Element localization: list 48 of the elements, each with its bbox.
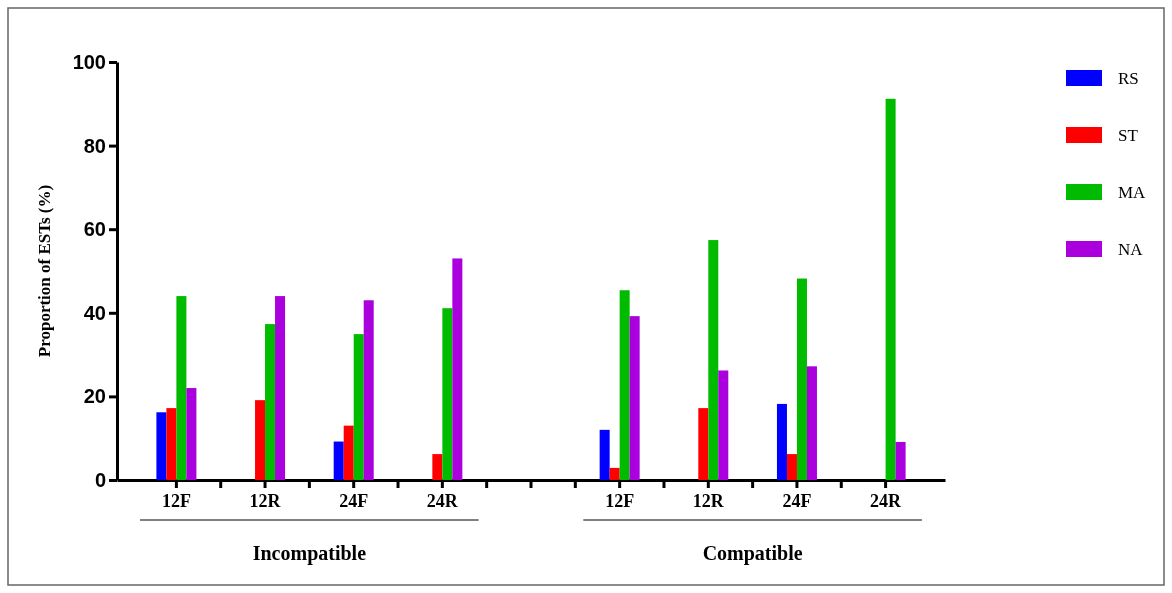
bar [599,429,610,480]
x-tick-label: 12F [605,491,635,512]
bar [343,425,354,480]
x-tick-label: 12F [161,491,191,512]
text: Incompatible [252,542,367,565]
bar [166,408,177,480]
bar [186,388,197,480]
legend-label: MA [1118,183,1147,202]
bar [176,296,187,480]
bar [363,300,374,480]
bar [718,370,729,480]
bar [255,400,266,480]
bar [609,467,620,480]
legend-label: ST [1118,126,1139,145]
y-tick-label: 20 [83,385,106,408]
legend-label: RS [1118,69,1139,88]
bar [708,240,719,480]
x-tick-label: 24F [782,491,812,512]
y-axis-title: Proportion of ESTs (%) [35,184,54,358]
bar [156,412,167,480]
bar [442,308,453,480]
bar [629,316,640,480]
bar [895,441,906,480]
bar [432,454,443,480]
x-tick-label: 24R [870,491,903,512]
x-tick-label: 12R [692,491,725,512]
bar [806,366,817,480]
bar [353,334,364,480]
bar [698,408,709,480]
bar [265,324,276,480]
bar [796,278,807,480]
x-tick-label: 12R [249,491,282,512]
bar [619,290,630,480]
bar [452,258,463,480]
y-tick-label: 80 [83,134,106,157]
bar [776,403,787,480]
y-tick-label: 60 [83,218,106,241]
bar [275,296,286,480]
y-tick-label: 40 [83,301,106,324]
y-tick-label: 0 [94,468,106,491]
bar [885,98,896,480]
legend-label: NA [1118,240,1144,259]
x-tick-label: 24R [426,491,459,512]
y-tick-label: 100 [72,50,106,73]
x-tick-label: 24F [339,491,369,512]
bar [786,454,797,480]
bar [333,441,344,480]
text: Compatible [702,542,803,565]
